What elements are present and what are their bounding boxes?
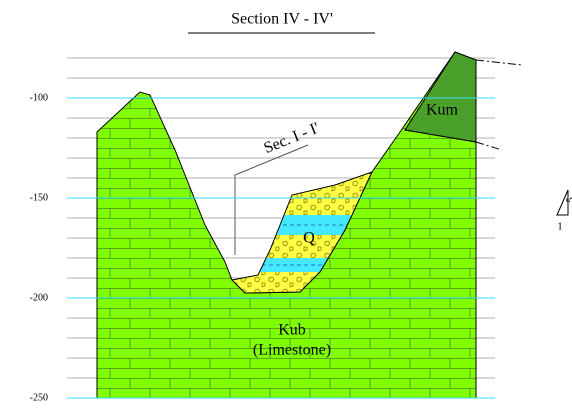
label-kum: Kum	[426, 102, 459, 119]
y-tick-label: -150	[30, 192, 48, 203]
section-diagram: Sec. I - I' Section IV - IV' Q Kum Kub (…	[0, 0, 572, 416]
scale-h: 1	[557, 221, 563, 233]
label-kub-note: (Limestone)	[253, 342, 331, 359]
label-q: Q	[303, 230, 315, 247]
title: Section IV - IV'	[231, 11, 333, 28]
layer-kum	[405, 52, 476, 142]
fault-line	[476, 142, 502, 150]
label-kub: Kub	[278, 322, 306, 339]
scale-v: 5	[565, 197, 572, 203]
fault-line	[476, 60, 522, 65]
y-tick-label: -100	[30, 92, 48, 103]
y-tick-label: -200	[30, 292, 48, 303]
y-tick-label: -250	[30, 392, 48, 403]
